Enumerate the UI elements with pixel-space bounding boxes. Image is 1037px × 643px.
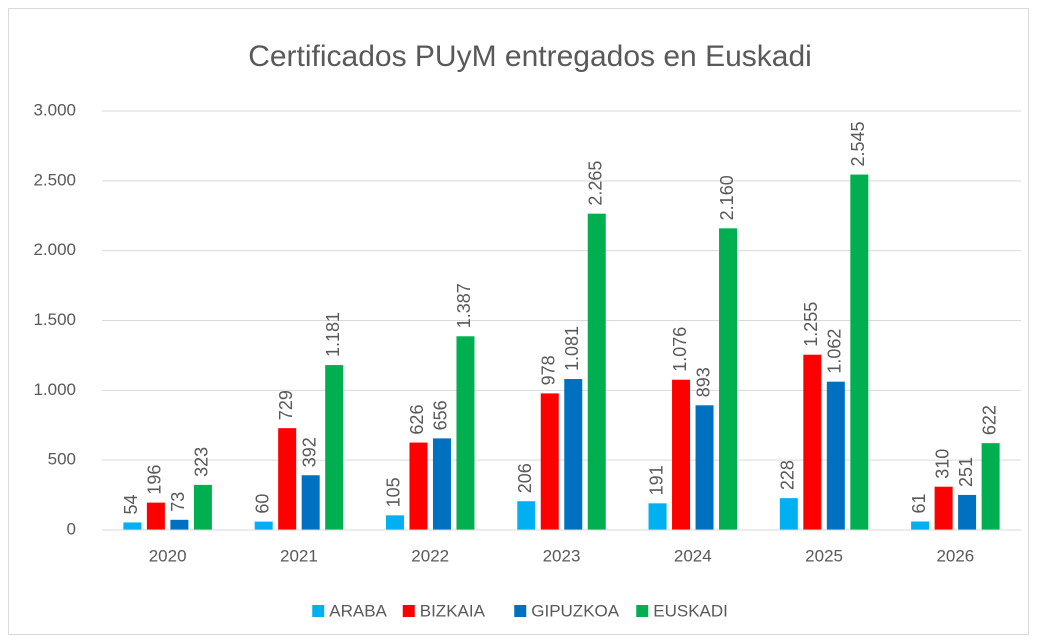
bar bbox=[254, 521, 273, 530]
data-label: 1.076 bbox=[670, 327, 690, 372]
data-label: 729 bbox=[276, 390, 296, 420]
data-label: 622 bbox=[979, 405, 999, 435]
data-label: 73 bbox=[168, 492, 188, 512]
data-label: 196 bbox=[145, 465, 165, 495]
bar bbox=[587, 213, 606, 530]
chart-title: Certificados PUyM entregados en Euskadi bbox=[248, 40, 812, 73]
bar bbox=[911, 521, 930, 530]
bar bbox=[803, 354, 822, 530]
y-tick-label: 2.000 bbox=[33, 240, 76, 259]
legend-label: EUSKADI bbox=[653, 601, 728, 620]
bar bbox=[850, 174, 869, 530]
bar bbox=[981, 443, 1000, 530]
data-label: 310 bbox=[932, 449, 952, 479]
y-tick-label: 1.000 bbox=[33, 380, 76, 399]
x-tick-label: 2023 bbox=[543, 546, 581, 565]
bar bbox=[385, 515, 404, 530]
data-label: 2.545 bbox=[848, 122, 868, 167]
data-label: 206 bbox=[515, 463, 535, 493]
data-label: 323 bbox=[192, 447, 212, 477]
bar bbox=[325, 365, 344, 530]
chart-border bbox=[8, 8, 1029, 635]
legend-label: ARABA bbox=[329, 601, 387, 620]
x-tick-label: 2024 bbox=[674, 546, 712, 565]
bar bbox=[456, 336, 475, 530]
data-label: 105 bbox=[384, 477, 404, 507]
data-label: 228 bbox=[778, 460, 798, 490]
bar bbox=[409, 442, 428, 530]
data-label: 1.081 bbox=[562, 326, 582, 371]
x-tick-label: 2025 bbox=[805, 546, 843, 565]
bar bbox=[540, 393, 559, 530]
data-label: 61 bbox=[909, 493, 929, 513]
bar bbox=[301, 475, 320, 530]
y-tick-label: 1.500 bbox=[33, 310, 76, 329]
y-tick-label: 0 bbox=[67, 519, 76, 538]
bar bbox=[146, 502, 165, 530]
data-label: 1.387 bbox=[454, 283, 474, 328]
bar bbox=[648, 503, 667, 530]
y-tick-label: 500 bbox=[48, 450, 76, 469]
data-label: 392 bbox=[299, 437, 319, 467]
bar bbox=[517, 501, 536, 530]
data-label: 893 bbox=[693, 367, 713, 397]
data-label: 626 bbox=[407, 405, 427, 435]
data-label: 1.062 bbox=[825, 329, 845, 374]
x-tick-label: 2026 bbox=[936, 546, 974, 565]
bar bbox=[432, 438, 451, 530]
bar bbox=[564, 379, 583, 530]
bar bbox=[695, 405, 714, 530]
legend-swatch bbox=[312, 605, 325, 617]
data-label: 978 bbox=[539, 355, 559, 385]
data-label: 60 bbox=[252, 494, 272, 514]
legend-swatch bbox=[636, 605, 649, 617]
legend-label: GIPUZKOA bbox=[531, 601, 620, 620]
data-label: 191 bbox=[646, 465, 666, 495]
bar bbox=[193, 484, 212, 530]
y-tick-label: 2.500 bbox=[33, 170, 76, 189]
bar bbox=[170, 519, 189, 530]
bar bbox=[123, 522, 142, 530]
bar bbox=[672, 379, 691, 530]
data-label: 1.181 bbox=[323, 312, 343, 357]
bar bbox=[958, 494, 977, 530]
bar bbox=[779, 498, 798, 530]
bar bbox=[934, 486, 953, 530]
legend-label: BIZKAIA bbox=[420, 601, 486, 620]
y-tick-label: 3.000 bbox=[33, 100, 76, 119]
data-label: 2.160 bbox=[717, 175, 737, 220]
bar bbox=[278, 428, 297, 530]
bar bbox=[719, 228, 738, 530]
data-label: 251 bbox=[956, 457, 976, 487]
data-label: 54 bbox=[121, 494, 141, 514]
x-tick-label: 2020 bbox=[149, 546, 187, 565]
legend-swatch bbox=[402, 605, 415, 617]
data-label: 2.265 bbox=[586, 161, 606, 206]
data-label: 1.255 bbox=[801, 302, 821, 347]
legend-swatch bbox=[514, 605, 527, 617]
data-label: 656 bbox=[431, 400, 451, 430]
x-tick-label: 2022 bbox=[411, 546, 449, 565]
bar bbox=[826, 381, 845, 530]
x-tick-label: 2021 bbox=[280, 546, 318, 565]
